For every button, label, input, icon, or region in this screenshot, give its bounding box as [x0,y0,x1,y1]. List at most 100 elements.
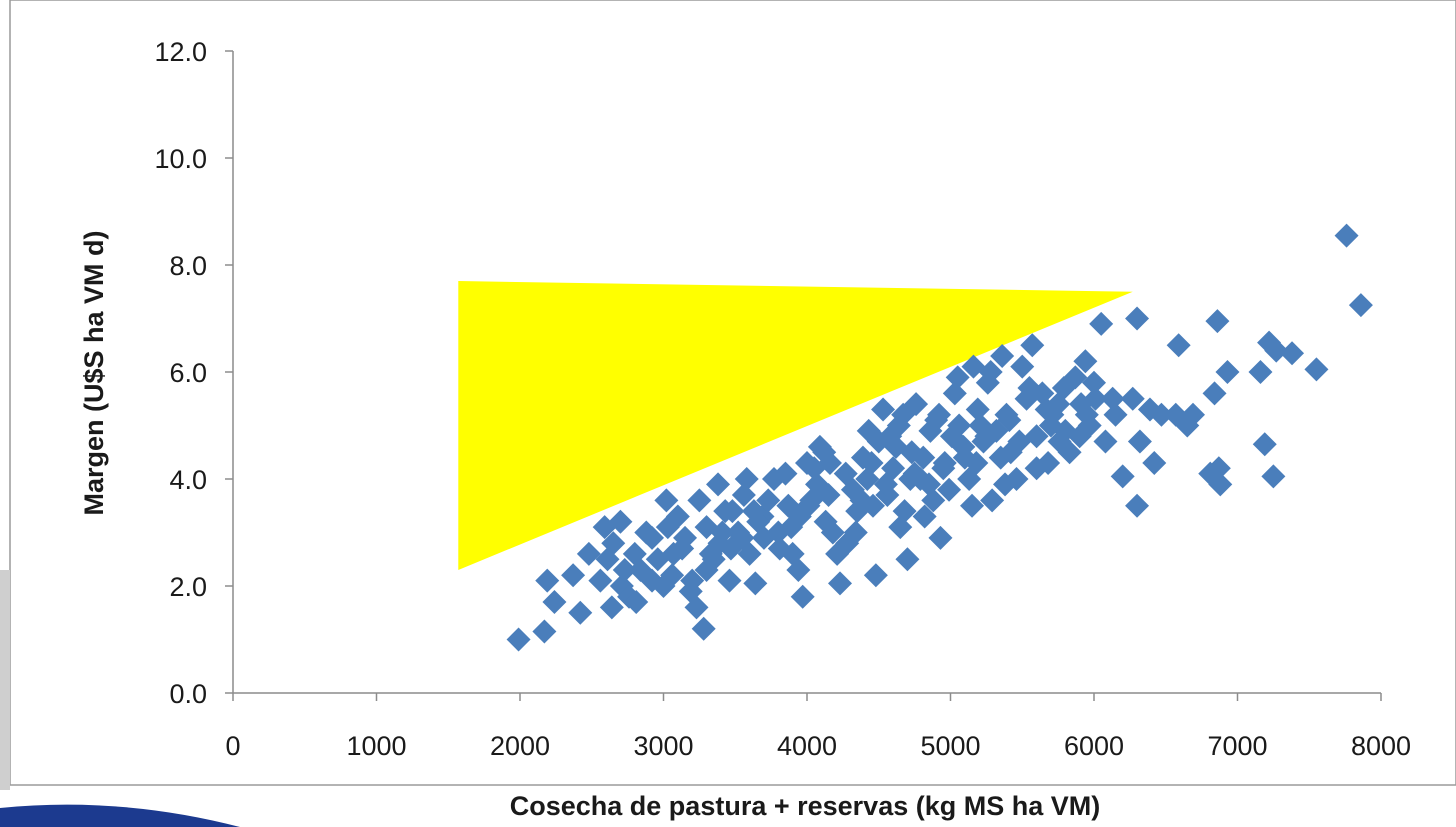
data-point [640,525,665,550]
data-point [891,402,916,427]
y-tick-label: 0.0 [169,679,207,709]
data-point [1202,381,1227,406]
x-tick-label: 5000 [920,731,980,761]
data-point [680,568,705,593]
data-point [780,541,805,566]
data-point [743,571,768,596]
data-point [1017,376,1042,401]
data-point [1100,386,1125,411]
data-point [849,488,874,513]
y-tick-label: 8.0 [169,251,207,281]
data-point [1120,386,1145,411]
data-point [974,424,999,449]
data-point [1093,429,1118,454]
data-point [843,520,868,545]
data-point [939,424,964,449]
x-tick-label: 7000 [1207,731,1267,761]
data-point [542,590,567,615]
data-point [1024,456,1049,481]
data-point [1057,440,1082,465]
data-point [945,365,970,390]
data-point [655,515,680,540]
data-point [812,440,837,465]
data-point [990,343,1015,368]
data-point [568,600,593,625]
data-point [878,424,903,449]
data-point [873,472,898,497]
data-points [506,223,1373,652]
data-point [698,541,723,566]
data-point [673,525,698,550]
data-point [710,520,735,545]
data-point [717,568,742,593]
data-point [561,563,586,588]
data-point [1334,223,1359,248]
x-tick-label: 4000 [777,731,837,761]
data-point [820,520,845,545]
data-point [1010,354,1035,379]
data-point [931,456,956,481]
highlight-triangle [458,281,1133,570]
data-point [1304,357,1329,382]
data-point [1127,429,1152,454]
data-point [1280,341,1305,366]
data-point [731,483,756,508]
y-tick-label: 12.0 [154,37,207,67]
y-tick-label: 4.0 [169,465,207,495]
data-point [720,499,745,524]
data-point [980,488,1005,513]
x-tick-label: 2000 [490,731,550,761]
data-point [795,450,819,475]
data-point [942,381,967,406]
data-point [911,445,936,470]
data-point [1142,450,1167,475]
data-point [661,541,686,566]
data-point [766,520,791,545]
data-point [1073,349,1098,374]
data-point [730,525,755,550]
data-point [706,472,731,497]
x-tick-label: 0 [225,731,240,761]
data-point [624,590,649,615]
data-point [1067,424,1092,449]
data-point [1149,402,1174,427]
data-point [1089,311,1114,336]
data-point [787,504,812,529]
data-point [1125,493,1150,518]
data-point [993,472,1018,497]
data-point [898,467,923,491]
data-point [1264,338,1289,363]
data-point [684,595,709,620]
data-point [599,595,624,620]
data-point [997,408,1022,433]
data-point [1261,464,1286,489]
data-point [1248,360,1273,384]
data-point [871,397,896,422]
data-point [888,515,913,540]
data-point [506,627,531,652]
x-tick-label: 8000 [1351,731,1411,761]
data-point [863,563,888,588]
y-tick-label: 2.0 [169,572,207,602]
axes: 0.0 2.0 4.0 6.0 8.0 10.0 12.0 0 1000 2000 3000 4000… [154,37,1411,761]
data-point [833,461,858,486]
data-point [799,488,824,513]
data-point [734,467,759,491]
data-point [937,477,962,502]
data-point [612,557,637,582]
x-axis-title: Cosecha de pastura + reservas (kg MS ha … [510,791,1100,821]
data-point [691,616,716,641]
data-point [964,450,989,475]
data-point [651,574,676,598]
data-point [1110,464,1135,489]
data-point [1046,392,1071,417]
highlight-layer [458,281,1133,570]
data-point [1215,360,1240,384]
data-point [687,488,712,513]
data-point [859,450,884,475]
data-point [916,472,941,497]
data-point [1348,293,1373,318]
data-point [601,531,626,556]
bottom-blue-swoosh [0,804,240,827]
